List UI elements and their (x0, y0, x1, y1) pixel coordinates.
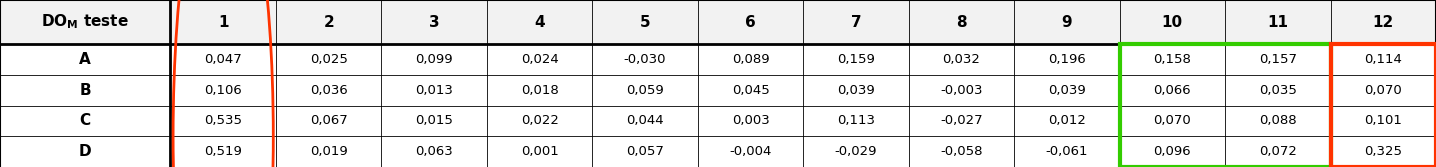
Text: 0,535: 0,535 (204, 114, 243, 127)
Text: 0,032: 0,032 (942, 53, 981, 66)
Text: 0,036: 0,036 (310, 84, 348, 97)
Text: 0,019: 0,019 (310, 145, 348, 158)
Text: 0,519: 0,519 (204, 145, 243, 158)
Text: 0,089: 0,089 (732, 53, 770, 66)
Text: 11: 11 (1268, 15, 1288, 30)
Text: 0,158: 0,158 (1153, 53, 1192, 66)
Bar (0, 44, 1436, 75)
Text: 0,101: 0,101 (1364, 114, 1402, 127)
Text: 0,045: 0,045 (731, 84, 770, 97)
Text: 10: 10 (1162, 15, 1183, 30)
Text: 0,035: 0,035 (1259, 84, 1297, 97)
Text: 7: 7 (850, 15, 862, 30)
Text: 0,072: 0,072 (1259, 145, 1297, 158)
Text: 0,013: 0,013 (415, 84, 454, 97)
Bar (0, 0, 1436, 44)
Text: 0,025: 0,025 (310, 53, 348, 66)
Text: 0,057: 0,057 (626, 145, 663, 158)
Text: 0,066: 0,066 (1153, 84, 1190, 97)
Text: 1: 1 (218, 15, 228, 30)
Text: D: D (79, 144, 92, 159)
Bar (0, 75, 1436, 106)
Text: 2: 2 (323, 15, 335, 30)
Text: 0,022: 0,022 (521, 114, 559, 127)
Text: 9: 9 (1061, 15, 1073, 30)
Text: 0,044: 0,044 (626, 114, 663, 127)
Text: 0,106: 0,106 (204, 84, 243, 97)
Text: -0,030: -0,030 (623, 53, 666, 66)
Text: 0,003: 0,003 (731, 114, 770, 127)
Text: 4: 4 (534, 15, 544, 30)
Text: -0,029: -0,029 (834, 145, 877, 158)
Bar (1120, 44, 1331, 167)
Text: B: B (79, 83, 90, 98)
Text: 6: 6 (745, 15, 755, 30)
Text: -0,027: -0,027 (941, 114, 982, 127)
Text: 0,113: 0,113 (837, 114, 875, 127)
Text: 3: 3 (429, 15, 439, 30)
Text: 0,012: 0,012 (1048, 114, 1086, 127)
Bar (0, 136, 1436, 167)
Text: 0,063: 0,063 (415, 145, 452, 158)
Text: -0,004: -0,004 (729, 145, 771, 158)
Text: 8: 8 (956, 15, 966, 30)
Text: 0,114: 0,114 (1364, 53, 1402, 66)
Text: 12: 12 (1373, 15, 1394, 30)
Text: 0,001: 0,001 (521, 145, 559, 158)
Text: 0,088: 0,088 (1259, 114, 1297, 127)
Text: A: A (79, 52, 90, 67)
Text: 0,024: 0,024 (521, 53, 559, 66)
Text: 0,059: 0,059 (626, 84, 663, 97)
Text: 0,018: 0,018 (521, 84, 559, 97)
Text: 0,157: 0,157 (1259, 53, 1297, 66)
Text: 0,015: 0,015 (415, 114, 454, 127)
Text: 0,039: 0,039 (1048, 84, 1086, 97)
Text: 0,070: 0,070 (1153, 114, 1192, 127)
Text: 0,047: 0,047 (204, 53, 243, 66)
Text: 0,070: 0,070 (1364, 84, 1402, 97)
Text: $\mathbf{DO_M}$ teste: $\mathbf{DO_M}$ teste (42, 13, 129, 31)
Text: 0,325: 0,325 (1364, 145, 1403, 158)
Bar (0, 106, 1436, 136)
Text: 0,067: 0,067 (310, 114, 348, 127)
Text: -0,061: -0,061 (1045, 145, 1088, 158)
Text: 0,096: 0,096 (1153, 145, 1190, 158)
Text: 0,196: 0,196 (1048, 53, 1086, 66)
Text: 5: 5 (639, 15, 651, 30)
Text: C: C (79, 113, 90, 128)
Text: -0,003: -0,003 (941, 84, 982, 97)
Bar (1331, 44, 1436, 167)
Text: 0,159: 0,159 (837, 53, 875, 66)
Text: -0,058: -0,058 (941, 145, 982, 158)
Text: 0,099: 0,099 (415, 53, 452, 66)
Text: 0,039: 0,039 (837, 84, 875, 97)
